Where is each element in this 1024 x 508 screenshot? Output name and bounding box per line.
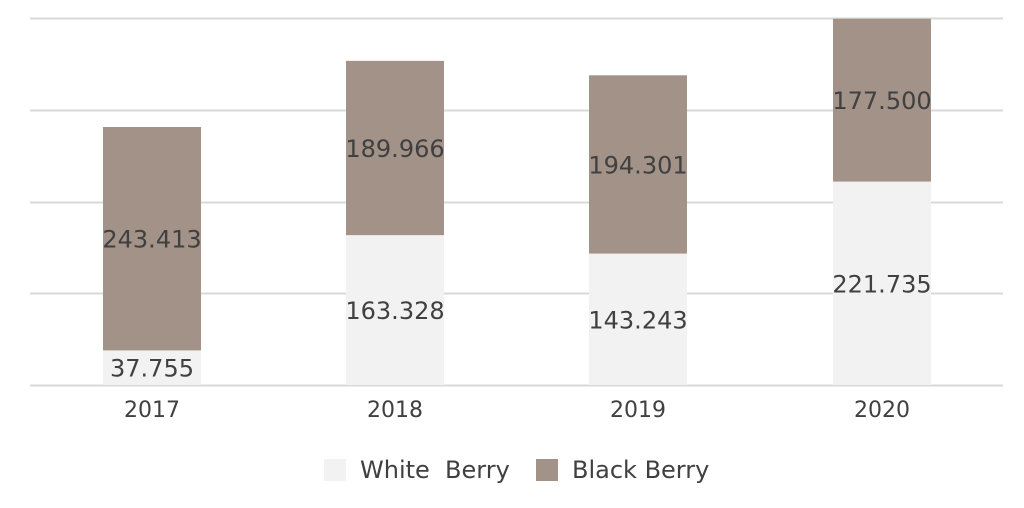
legend: White Berry Black Berry (324, 456, 709, 484)
x-tick-label-2019: 2019 (610, 398, 666, 423)
data-labels: 37.755 243.413 163.328 189.966 143.243 194.30… (102, 87, 931, 383)
x-tick-label-2018: 2018 (367, 398, 423, 423)
bar-black-berry-2018 (346, 60, 444, 236)
data-label-black-berry-2017: 243.413 (102, 226, 201, 254)
x-axis-tick-labels: 2017 2018 2019 2020 (124, 398, 910, 423)
x-tick-label-2017: 2017 (124, 398, 180, 423)
data-label-white-berry-2017: 37.755 (110, 355, 194, 383)
data-label-white-berry-2020: 221.735 (832, 270, 931, 298)
data-label-black-berry-2020: 177.500 (832, 87, 931, 115)
legend-label-black-berry: Black Berry (572, 456, 709, 484)
bar-white-berry-2018 (346, 235, 444, 385)
data-label-white-berry-2019: 143.243 (588, 306, 687, 334)
bar-white-berry-2017 (103, 350, 201, 385)
legend-swatch-white-berry (324, 459, 346, 481)
bars (103, 18, 931, 385)
data-label-white-berry-2018: 163.328 (345, 297, 444, 325)
bar-black-berry-2019 (589, 75, 687, 254)
legend-label-white-berry: White Berry (360, 456, 510, 484)
data-label-black-berry-2018: 189.966 (345, 135, 444, 163)
bar-black-berry-2020 (833, 18, 931, 182)
x-tick-label-2020: 2020 (854, 398, 910, 423)
bar-white-berry-2020 (833, 181, 931, 385)
bar-black-berry-2017 (103, 127, 201, 351)
data-label-black-berry-2019: 194.301 (588, 151, 687, 179)
legend-swatch-black-berry (536, 459, 558, 481)
bar-white-berry-2019 (589, 253, 687, 385)
